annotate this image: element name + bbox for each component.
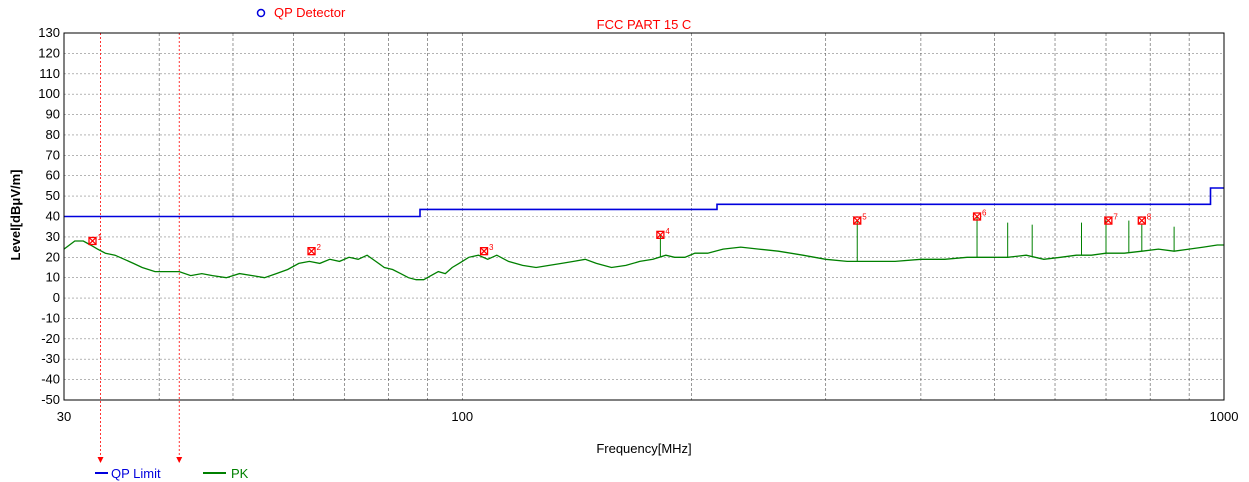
peak-marker-box-icon (479, 247, 489, 256)
y-tick-label: -40 (41, 372, 60, 387)
y-tick-label: 70 (46, 147, 60, 162)
y-tick-label: 120 (38, 45, 60, 60)
peak-marker-box-icon (1104, 216, 1113, 225)
peak-marker-cross-icon (308, 247, 315, 255)
reference-arrow-icon (97, 457, 104, 463)
peak-marker-cross-icon (973, 213, 981, 220)
peak-marker-cross-icon (1138, 217, 1146, 225)
y-tick-label: -50 (41, 392, 60, 407)
x-tick-label: 100 (451, 409, 473, 424)
peak-marker: 4 (656, 227, 670, 240)
y-tick-label: -10 (41, 310, 60, 325)
y-tick-label: -20 (41, 331, 60, 346)
peak-marker-cross-icon (656, 231, 664, 239)
y-tick-label: 90 (46, 107, 60, 122)
y-tick-label: 10 (46, 270, 60, 285)
plot-frame (63, 32, 1225, 401)
chart-title: FCC PART 15 C (597, 17, 692, 32)
peak-marker-cross-icon (89, 237, 96, 245)
legend: QP Limit PK (95, 466, 249, 481)
peak-marker-label: 2 (317, 243, 322, 252)
peak-marker: 8 (1137, 213, 1152, 225)
y-tick-label: 20 (46, 249, 60, 264)
peak-marker-label: 5 (862, 213, 867, 222)
y-tick-label: 40 (46, 209, 60, 224)
y-tick-label: -30 (41, 351, 60, 366)
peak-marker: 1 (88, 233, 103, 246)
y-tick-label: 0 (53, 290, 60, 305)
peak-marker-label: 1 (98, 233, 103, 242)
peak-marker-box-icon (1137, 216, 1146, 225)
peak-marker-label: 7 (1113, 213, 1118, 222)
x-tick-labels: 30 100 1000 (57, 409, 1239, 424)
peak-marker-box-icon (88, 236, 97, 246)
peak-marker-box-icon (853, 216, 862, 225)
peak-marker-label: 8 (1147, 213, 1152, 222)
peak-marker-label: 3 (489, 243, 494, 252)
peak-marker-label: 4 (665, 227, 670, 236)
peak-marker: 2 (307, 243, 322, 256)
peak-marker-box-icon (656, 230, 665, 240)
y-tick-label: 130 (38, 25, 60, 40)
peak-marker: 6 (972, 209, 987, 221)
y-tick-label: 100 (38, 86, 60, 101)
peak-marker-box-icon (307, 247, 316, 256)
y-axis-label: Level[dBμV/m] (8, 169, 23, 260)
series-lines (63, 187, 1224, 281)
x-tick-label: 30 (57, 409, 71, 424)
y-tick-label: 80 (46, 127, 60, 142)
peak-marker: 5 (853, 213, 867, 225)
peak-marker-cross-icon (480, 247, 488, 255)
y-tick-label: 60 (46, 168, 60, 183)
y-tick-labels: 1301201101009080706050403020100-10-20-30… (38, 25, 60, 407)
y-tick-label: 110 (39, 66, 60, 81)
x-tick-label: 1000 (1210, 409, 1239, 424)
reference-arrow-icon (176, 457, 183, 463)
peak-marker-cross-icon (853, 217, 861, 225)
y-tick-label: 30 (46, 229, 60, 244)
peak-marker-cross-icon (1104, 217, 1112, 225)
series-line-qp-limit (64, 187, 1224, 218)
x-axis-label: Frequency[MHz] (596, 441, 691, 456)
series-line-pk (63, 240, 1224, 281)
detector-marker-icon (256, 8, 266, 18)
peak-marker: 7 (1104, 213, 1118, 225)
peak-marker-box-icon (972, 212, 982, 221)
peak-marker-label: 6 (982, 209, 987, 218)
y-tick-label: 50 (46, 188, 60, 203)
peak-marker: 3 (479, 243, 494, 256)
reference-lines (97, 33, 183, 463)
legend-label-pk: PK (231, 466, 249, 481)
peak-markers: 1 2 3 4 5 6 7 8 (88, 209, 1152, 256)
legend-label-qp-limit: QP Limit (111, 466, 161, 481)
detector-label: QP Detector (274, 5, 346, 20)
